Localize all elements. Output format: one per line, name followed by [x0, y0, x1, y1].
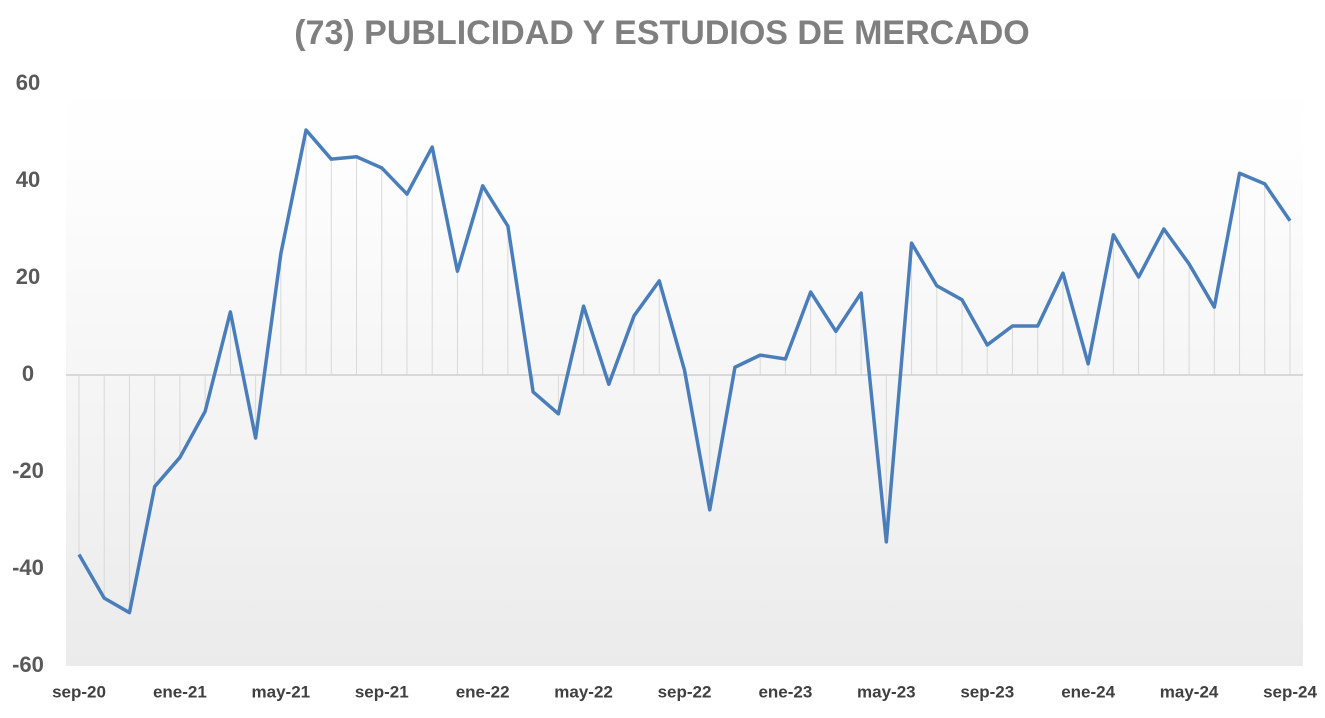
- x-tick-label: sep-21: [355, 682, 409, 701]
- data-line: [77, 128, 1292, 615]
- chart-title: (73) PUBLICIDAD Y ESTUDIOS DE MERCADO: [294, 14, 1030, 52]
- x-tick-label: ene-21: [153, 682, 207, 701]
- y-tick-label: -20: [12, 458, 44, 483]
- y-tick-label: 0: [22, 361, 34, 386]
- x-tick-label: sep-20: [52, 682, 106, 701]
- x-tick-label: may-23: [857, 682, 916, 701]
- x-tick-label: ene-23: [758, 682, 812, 701]
- y-tick-label: -60: [12, 652, 44, 677]
- x-tick-label: ene-22: [456, 682, 510, 701]
- x-tick-label: may-24: [1160, 682, 1219, 701]
- x-tick-label: ene-24: [1061, 682, 1115, 701]
- x-tick-label: may-21: [252, 682, 311, 701]
- x-tick-label: sep-23: [960, 682, 1014, 701]
- x-tick-label: sep-24: [1263, 682, 1317, 701]
- y-tick-label: 40: [16, 167, 40, 192]
- x-tick-label: sep-22: [658, 682, 712, 701]
- y-tick-label: 60: [16, 70, 40, 95]
- y-tick-label: -40: [12, 555, 44, 580]
- y-tick-label: 20: [16, 264, 40, 289]
- x-tick-label: may-22: [554, 682, 613, 701]
